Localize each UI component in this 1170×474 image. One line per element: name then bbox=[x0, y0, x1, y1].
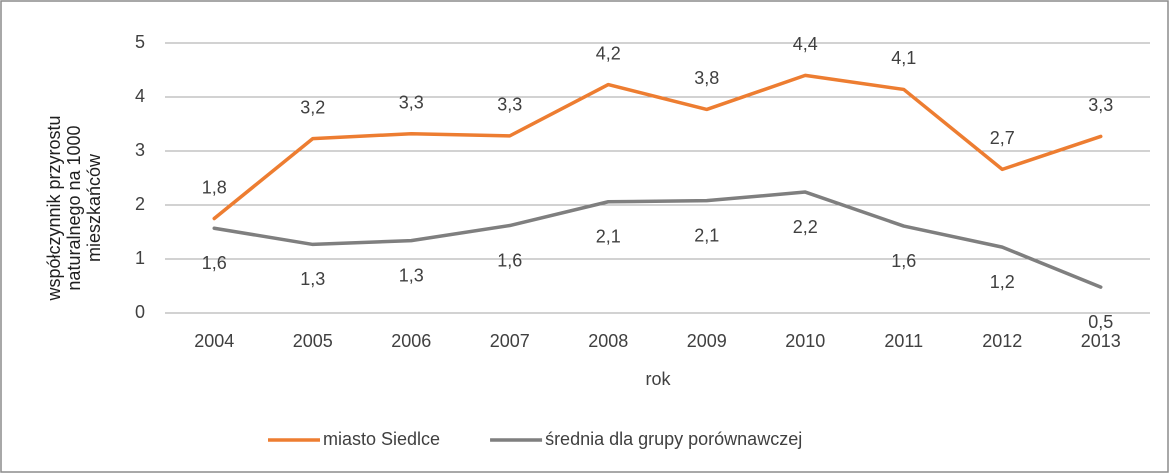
data-label: 1,8 bbox=[202, 177, 227, 197]
y-tick-label: 5 bbox=[135, 32, 145, 52]
data-label: 0,5 bbox=[1088, 312, 1113, 332]
x-tick-label: 2012 bbox=[982, 331, 1022, 351]
data-label: 1,6 bbox=[891, 251, 916, 271]
legend-label: miasto Siedlce bbox=[323, 429, 440, 449]
data-label: 1,6 bbox=[202, 253, 227, 273]
x-tick-label: 2013 bbox=[1081, 331, 1121, 351]
series-line bbox=[212, 73, 1103, 221]
data-label: 3,8 bbox=[694, 68, 719, 88]
data-label: 2,7 bbox=[990, 128, 1015, 148]
data-label: 3,3 bbox=[1088, 95, 1113, 115]
data-label: 3,3 bbox=[399, 92, 424, 112]
x-tick-label: 2009 bbox=[687, 331, 727, 351]
data-label: 1,3 bbox=[399, 265, 424, 285]
x-tick-label: 2011 bbox=[884, 331, 923, 351]
x-tick-label: 2010 bbox=[785, 331, 825, 351]
y-tick-label: 1 bbox=[135, 248, 145, 268]
data-label: 3,3 bbox=[497, 95, 522, 115]
data-label: 2,1 bbox=[596, 227, 621, 247]
x-axis-title: rok bbox=[645, 369, 671, 389]
y-tick-label: 2 bbox=[135, 194, 145, 214]
x-tick-label: 2004 bbox=[194, 331, 234, 351]
data-label: 3,2 bbox=[300, 97, 325, 117]
y-tick-label: 0 bbox=[135, 302, 145, 322]
x-tick-label: 2007 bbox=[490, 331, 530, 351]
x-tick-label: 2008 bbox=[588, 331, 628, 351]
data-label: 2,1 bbox=[694, 225, 719, 245]
y-tick-label: 4 bbox=[135, 86, 145, 106]
x-tick-label: 2005 bbox=[293, 331, 333, 351]
legend-label: średnia dla grupy porównawczej bbox=[545, 429, 802, 449]
data-label: 1,2 bbox=[990, 272, 1015, 292]
data-label: 1,3 bbox=[300, 269, 325, 289]
data-label: 4,4 bbox=[793, 34, 818, 54]
x-tick-label: 2006 bbox=[391, 331, 431, 351]
series-line bbox=[212, 190, 1103, 289]
y-tick-label: 3 bbox=[135, 140, 145, 160]
data-label: 4,2 bbox=[596, 43, 621, 63]
data-label: 1,6 bbox=[497, 250, 522, 270]
data-label: 4,1 bbox=[891, 48, 916, 68]
y-axis-title: współczynnik przyrostu naturalnego na 10… bbox=[44, 115, 104, 301]
data-label: 2,2 bbox=[793, 217, 818, 237]
